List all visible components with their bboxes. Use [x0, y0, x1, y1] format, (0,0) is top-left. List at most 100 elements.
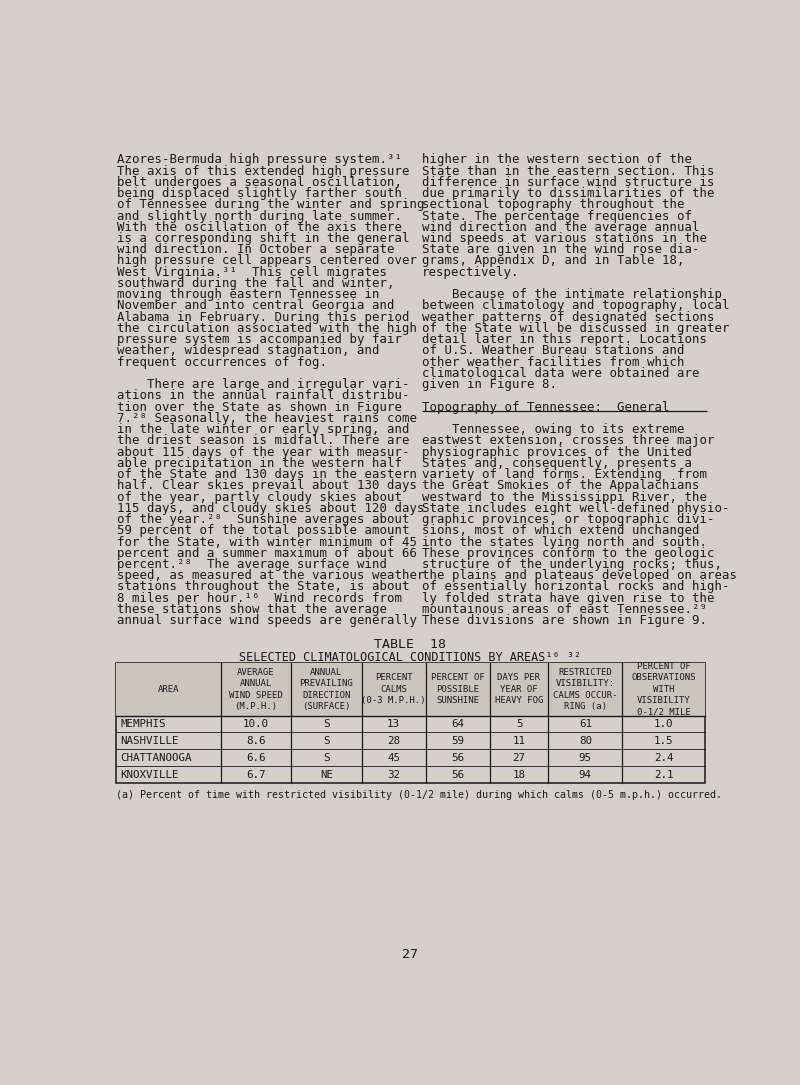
Text: grams, Appendix D, and in Table 18,: grams, Appendix D, and in Table 18,: [422, 255, 684, 268]
Text: 56: 56: [451, 753, 464, 763]
Text: 2.4: 2.4: [654, 753, 674, 763]
Bar: [115, 663, 705, 783]
Text: graphic provinces, or topographic divi-: graphic provinces, or topographic divi-: [422, 513, 714, 526]
Text: physiographic provices of the United: physiographic provices of the United: [422, 446, 692, 459]
Text: 80: 80: [579, 736, 592, 746]
Text: With the oscillation of the axis there: With the oscillation of the axis there: [117, 220, 402, 233]
Text: the plains and plateaus developed on areas: the plains and plateaus developed on are…: [422, 570, 737, 583]
Text: Because of the intimate relationship: Because of the intimate relationship: [422, 289, 722, 302]
Text: S: S: [323, 736, 330, 746]
Text: due primarily to dissimilarities of the: due primarily to dissimilarities of the: [422, 187, 714, 200]
Text: PERCENT OF
OBSERVATIONS
WITH
VISIBILITY
0-1/2 MILE: PERCENT OF OBSERVATIONS WITH VISIBILITY …: [631, 662, 696, 717]
Text: 1.5: 1.5: [654, 736, 674, 746]
Text: ly folded strata have given rise to the: ly folded strata have given rise to the: [422, 591, 714, 604]
Text: 18: 18: [513, 770, 526, 780]
Text: sions, most of which extend unchanged: sions, most of which extend unchanged: [422, 524, 699, 537]
Text: 56: 56: [451, 770, 464, 780]
Text: State are given in the wind rose dia-: State are given in the wind rose dia-: [422, 243, 699, 256]
Text: the circulation associated with the high: the circulation associated with the high: [117, 322, 417, 335]
Text: 27: 27: [513, 753, 526, 763]
Text: about 115 days of the year with measur-: about 115 days of the year with measur-: [117, 446, 410, 459]
Text: These provinces conform to the geologic: These provinces conform to the geologic: [422, 547, 714, 560]
Text: 13: 13: [387, 719, 400, 729]
Text: 64: 64: [451, 719, 464, 729]
Text: State than in the eastern section. This: State than in the eastern section. This: [422, 165, 714, 178]
Text: variety of land forms. Extending  from: variety of land forms. Extending from: [422, 468, 706, 481]
Text: ations in the annual rainfall distribu-: ations in the annual rainfall distribu-: [117, 390, 410, 403]
Text: of essentially horizontal rocks and high-: of essentially horizontal rocks and high…: [422, 580, 729, 593]
Text: 11: 11: [513, 736, 526, 746]
Text: 8.6: 8.6: [246, 736, 266, 746]
Text: AVERAGE
ANNUAL
WIND SPEED
(M.P.H.): AVERAGE ANNUAL WIND SPEED (M.P.H.): [230, 667, 283, 711]
Text: AREA: AREA: [158, 685, 179, 694]
Text: SELECTED CLIMATOLOGICAL CONDITIONS BY AREAS¹⁶ ³²: SELECTED CLIMATOLOGICAL CONDITIONS BY AR…: [239, 651, 581, 664]
Text: mountainous areas of east Tennessee.²⁹: mountainous areas of east Tennessee.²⁹: [422, 603, 706, 616]
Text: RESTRICTED
VISIBILITY:
CALMS OCCUR-
RING (a): RESTRICTED VISIBILITY: CALMS OCCUR- RING…: [553, 667, 618, 711]
Text: There are large and irregular vari-: There are large and irregular vari-: [117, 379, 410, 391]
Text: pressure system is accompanied by fair: pressure system is accompanied by fair: [117, 333, 402, 346]
Text: southward during the fall and winter,: southward during the fall and winter,: [117, 277, 394, 290]
Text: PERCENT
CALMS
(0-3 M.P.H.): PERCENT CALMS (0-3 M.P.H.): [362, 674, 426, 705]
Text: (a) Percent of time with restricted visibility (0-1/2 mile) during which calms (: (a) Percent of time with restricted visi…: [115, 790, 722, 801]
Text: 6.6: 6.6: [246, 753, 266, 763]
Text: Azores-Bermuda high pressure system.³¹: Azores-Bermuda high pressure system.³¹: [117, 153, 402, 166]
Text: given in Figure 8.: given in Figure 8.: [422, 379, 557, 391]
Text: ANNUAL
PREVAILING
DIRECTION
(SURFACE): ANNUAL PREVAILING DIRECTION (SURFACE): [299, 667, 354, 711]
Text: State includes eight well-defined physio-: State includes eight well-defined physio…: [422, 501, 729, 514]
Text: 1.0: 1.0: [654, 719, 674, 729]
Bar: [115, 663, 705, 715]
Text: 8 miles per hour.¹⁶  Wind records from: 8 miles per hour.¹⁶ Wind records from: [117, 591, 402, 604]
Text: 28: 28: [387, 736, 400, 746]
Text: wind direction and the average annual: wind direction and the average annual: [422, 220, 699, 233]
Text: of the year.²⁸  Sunshine averages about: of the year.²⁸ Sunshine averages about: [117, 513, 410, 526]
Text: high pressure cell appears centered over: high pressure cell appears centered over: [117, 255, 417, 268]
Text: of the State and 130 days in the eastern: of the State and 130 days in the eastern: [117, 468, 417, 481]
Text: tion over the State as shown in Figure: tion over the State as shown in Figure: [117, 400, 402, 413]
Text: difference in surface wind structure is: difference in surface wind structure is: [422, 176, 714, 189]
Text: speed, as measured at the various weather: speed, as measured at the various weathe…: [117, 570, 425, 583]
Text: 61: 61: [579, 719, 592, 729]
Text: 94: 94: [579, 770, 592, 780]
Text: 7.²⁸ Seasonally, the heaviest rains come: 7.²⁸ Seasonally, the heaviest rains come: [117, 412, 417, 425]
Text: of Tennessee during the winter and spring: of Tennessee during the winter and sprin…: [117, 199, 425, 212]
Text: KNOXVILLE: KNOXVILLE: [120, 770, 178, 780]
Text: for the State, with winter minimum of 45: for the State, with winter minimum of 45: [117, 536, 417, 549]
Text: the driest season is midfall. There are: the driest season is midfall. There are: [117, 434, 410, 447]
Text: CHATTANOOGA: CHATTANOOGA: [120, 753, 192, 763]
Text: annual surface wind speeds are generally: annual surface wind speeds are generally: [117, 614, 417, 627]
Text: half. Clear skies prevail about 130 days: half. Clear skies prevail about 130 days: [117, 480, 417, 493]
Text: States and, consequently, presents a: States and, consequently, presents a: [422, 457, 692, 470]
Text: sectional topography throughout the: sectional topography throughout the: [422, 199, 684, 212]
Text: 59: 59: [451, 736, 464, 746]
Text: These divisions are shown in Figure 9.: These divisions are shown in Figure 9.: [422, 614, 706, 627]
Text: other weather facilities from which: other weather facilities from which: [422, 356, 684, 369]
Text: able precipitation in the western half: able precipitation in the western half: [117, 457, 402, 470]
Text: is a corresponding shift in the general: is a corresponding shift in the general: [117, 232, 410, 245]
Text: moving through eastern Tennessee in: moving through eastern Tennessee in: [117, 289, 379, 302]
Text: 5: 5: [516, 719, 522, 729]
Text: 6.7: 6.7: [246, 770, 266, 780]
Text: of the State will be discussed in greater: of the State will be discussed in greate…: [422, 322, 729, 335]
Text: 2.1: 2.1: [654, 770, 674, 780]
Text: Tennessee, owing to its extreme: Tennessee, owing to its extreme: [422, 423, 684, 436]
Text: S: S: [323, 719, 330, 729]
Text: November and into central Georgia and: November and into central Georgia and: [117, 299, 394, 312]
Text: between climatology and topography, local: between climatology and topography, loca…: [422, 299, 729, 312]
Text: weather, widespread stagnation, and: weather, widespread stagnation, and: [117, 344, 379, 357]
Text: higher in the western section of the: higher in the western section of the: [422, 153, 692, 166]
Text: the Great Smokies of the Appalachians: the Great Smokies of the Appalachians: [422, 480, 699, 493]
Text: DAYS PER
YEAR OF
HEAVY FOG: DAYS PER YEAR OF HEAVY FOG: [494, 674, 543, 705]
Text: 45: 45: [387, 753, 400, 763]
Text: 27: 27: [402, 948, 418, 961]
Text: frequent occurrences of fog.: frequent occurrences of fog.: [117, 356, 327, 369]
Text: wind speeds at various stations in the: wind speeds at various stations in the: [422, 232, 706, 245]
Text: TABLE  18: TABLE 18: [374, 638, 446, 651]
Text: belt undergoes a seasonal oscillation,: belt undergoes a seasonal oscillation,: [117, 176, 402, 189]
Text: Topography of Tennessee:  General: Topography of Tennessee: General: [422, 400, 669, 413]
Text: West Virginia.³¹  This cell migrates: West Virginia.³¹ This cell migrates: [117, 266, 387, 279]
Text: and slightly north during late summer.: and slightly north during late summer.: [117, 209, 402, 222]
Text: percent.²⁸  The average surface wind: percent.²⁸ The average surface wind: [117, 558, 387, 571]
Text: climatological data were obtained are: climatological data were obtained are: [422, 367, 699, 380]
Text: into the states lying north and south.: into the states lying north and south.: [422, 536, 706, 549]
Text: stations throughout the State, is about: stations throughout the State, is about: [117, 580, 410, 593]
